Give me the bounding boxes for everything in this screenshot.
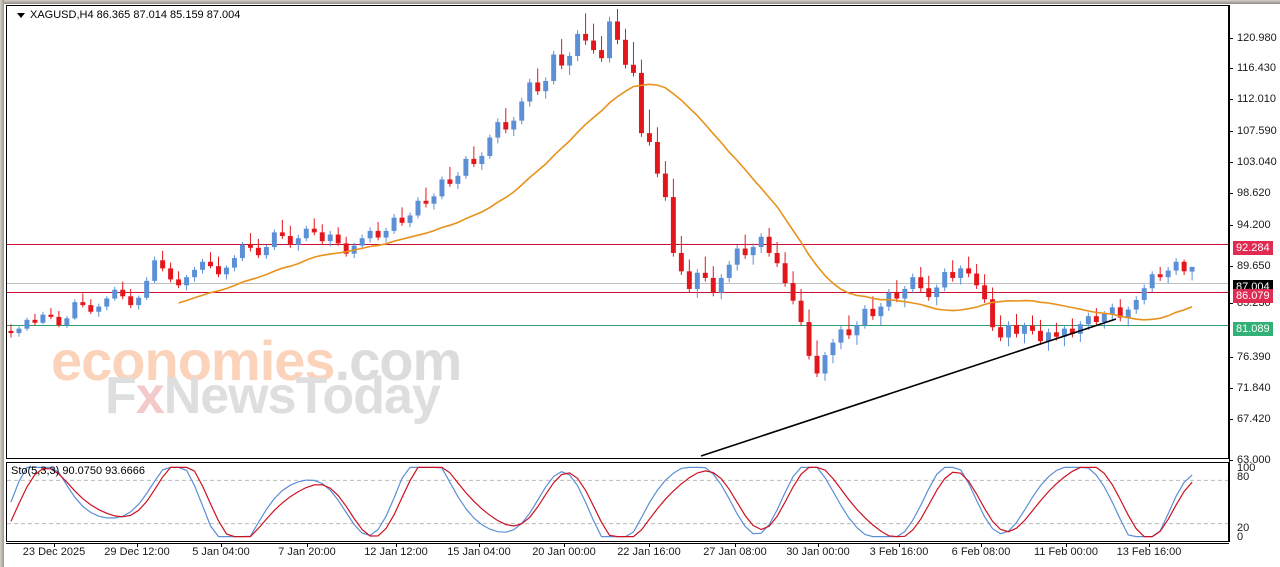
price-tick-label: 67.420: [1237, 413, 1271, 425]
time-tick-mark: [221, 543, 222, 547]
price-tick-mark: [1229, 266, 1233, 267]
price-axis[interactable]: 120.980 116.430 112.010 107.590 103.040 98.62…: [1229, 5, 1280, 543]
price-tick-label: 103.040: [1237, 156, 1277, 168]
price-tick-mark: [1229, 38, 1233, 39]
price-level-line: [7, 283, 1228, 284]
time-tick-mark: [479, 543, 480, 547]
time-tick-mark: [564, 543, 565, 547]
time-axis-label: 23 Dec 2025: [22, 546, 86, 558]
price-level-line: [7, 244, 1228, 245]
symbol-header-text: XAGUSD,H4 86.365 87.014 85.159 87.004: [30, 9, 241, 21]
chevron-down-icon[interactable]: [17, 12, 25, 18]
price-tick-mark: [1229, 388, 1233, 389]
price-tick-mark: [1229, 460, 1233, 461]
symbol-header[interactable]: XAGUSD,H4 86.365 87.014 85.159 87.004: [17, 9, 240, 21]
price-tick-mark: [1229, 357, 1233, 358]
time-tick-mark: [137, 543, 138, 547]
price-tick-label: 71.840: [1237, 382, 1271, 394]
stochastic-header: Sto(5,3,3) 90.0750 93.6666: [11, 465, 145, 477]
time-axis-label: 20 Jan 00:00: [532, 546, 596, 558]
time-axis-label: 15 Jan 04:00: [447, 546, 511, 558]
price-tick-mark: [1229, 131, 1233, 132]
price-tick-mark: [1229, 99, 1233, 100]
candlestick-series: [8, 8, 1195, 457]
time-tick-mark: [1149, 543, 1150, 547]
time-axis-label: 3 Feb 16:00: [869, 546, 929, 558]
price-tick-label: 120.980: [1237, 32, 1277, 44]
time-axis-label: 11 Feb 00:00: [1033, 546, 1099, 558]
price-tick-label: 112.010: [1237, 93, 1276, 105]
time-axis-label: 12 Jan 12:00: [364, 546, 428, 558]
price-tick-label: 63.000: [1237, 454, 1271, 466]
price-tick-mark: [1229, 68, 1233, 69]
time-tick-mark: [1066, 543, 1067, 547]
time-tick-mark: [981, 543, 982, 547]
time-axis-label: 6 Feb 08:00: [951, 546, 1011, 558]
price-tick-label: 89.650: [1237, 260, 1271, 272]
time-axis-label: 30 Jan 00:00: [786, 546, 850, 558]
time-axis-line: [6, 543, 1229, 544]
stochastic-tick-label: 0: [1237, 531, 1244, 543]
time-tick-mark: [54, 543, 55, 547]
price-level-line: [7, 325, 1228, 326]
price-tick-label: 98.620: [1237, 187, 1271, 199]
price-tick-label: 94.200: [1237, 219, 1271, 231]
price-axis-line: [1229, 5, 1230, 542]
price-level-badge[interactable]: 81.089: [1233, 322, 1273, 336]
time-tick-mark: [396, 543, 397, 547]
time-axis-label: 22 Jan 16:00: [617, 546, 681, 558]
window-top-border: [0, 0, 1280, 4]
time-tick-mark: [735, 543, 736, 547]
price-level-badge[interactable]: 92.284: [1233, 241, 1273, 255]
time-axis-label: 27 Jan 08:00: [703, 546, 767, 558]
stochastic-pane[interactable]: Sto(5,3,3) 90.0750 93.6666: [6, 462, 1229, 542]
time-tick-mark: [818, 543, 819, 547]
price-tick-mark: [1229, 225, 1233, 226]
price-level-badge[interactable]: 86.079: [1233, 289, 1273, 303]
price-tick-label: 107.590: [1237, 125, 1277, 137]
price-tick-mark: [1229, 419, 1233, 420]
window-left-border: [0, 0, 4, 567]
stochastic-tick-label: 100: [1237, 462, 1256, 474]
price-tick-mark: [1229, 193, 1233, 194]
price-tick-label: 76.390: [1237, 351, 1271, 363]
stochastic-tick-label: 80: [1237, 471, 1250, 483]
time-tick-mark: [307, 543, 308, 547]
time-tick-mark: [649, 543, 650, 547]
time-axis[interactable]: 23 Dec 2025 29 Dec 12:00 5 Jan 04:00 7 Jan …: [6, 543, 1229, 565]
stochastic-series: [7, 466, 1228, 538]
time-axis-label: 13 Feb 16:00: [1116, 546, 1182, 558]
time-axis-label: 7 Jan 20:00: [278, 546, 336, 558]
time-axis-label: 29 Dec 12:00: [104, 546, 170, 558]
price-tick-label: 116.430: [1237, 62, 1276, 74]
price-chart-pane[interactable]: economies.com FxNewsToday XAGUSD,H4 86.3…: [6, 5, 1229, 459]
price-tick-mark: [1229, 162, 1233, 163]
stochastic-tick-label: 20: [1237, 522, 1250, 534]
price-level-line: [7, 292, 1228, 293]
time-axis-label: 5 Jan 04:00: [192, 546, 250, 558]
time-tick-mark: [899, 543, 900, 547]
price-tick-mark: [1229, 303, 1233, 304]
